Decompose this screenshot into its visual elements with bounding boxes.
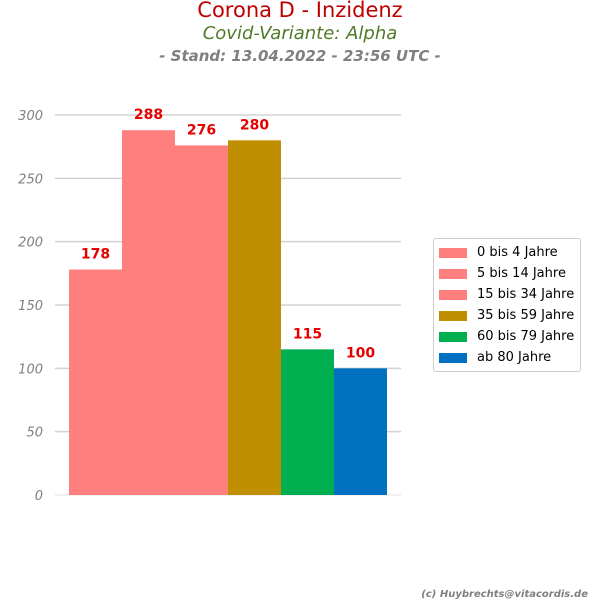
legend-label-2: 5 bis 14 Jahre	[477, 266, 566, 281]
y-tick-label-250: 250	[18, 172, 43, 187]
legend-item-2: 5 bis 14 Jahre	[439, 263, 574, 284]
bar-value-label-3: 276	[187, 122, 216, 138]
bar-value-label-2: 288	[134, 107, 163, 123]
legend-swatch-1	[439, 247, 467, 258]
bar-2	[122, 130, 175, 495]
bar-value-label-4: 280	[240, 117, 269, 133]
legend-item-4: 35 bis 59 Jahre	[439, 305, 574, 326]
y-tick-label-0: 0	[35, 489, 43, 504]
legend-label-6: ab 80 Jahre	[477, 350, 552, 365]
legend-item-5: 60 bis 79 Jahre	[439, 326, 574, 347]
chart-title: Corona D - Inzidenz	[197, 0, 403, 22]
legend-label-5: 60 bis 79 Jahre	[477, 329, 575, 344]
y-tick-label-300: 300	[18, 109, 43, 124]
legend-label-4: 35 bis 59 Jahre	[477, 308, 575, 323]
bar-value-label-1: 178	[81, 247, 110, 263]
copyright-credit: (c) Huybrechts@vitacordis.de	[421, 589, 588, 600]
legend-swatch-2	[439, 268, 467, 279]
bar-value-label-6: 100	[346, 345, 375, 361]
y-tick-label-150: 150	[18, 299, 43, 314]
y-tick-label-200: 200	[18, 236, 43, 251]
bar-1	[69, 269, 122, 495]
y-tick-label-50: 50	[26, 426, 43, 441]
chart-legend: 0 bis 4 Jahre 5 bis 14 Jahre 15 bis 34 Jah…	[433, 238, 582, 372]
chart-timestamp: - Stand: 13.04.2022 - 23:56 UTC -	[159, 47, 441, 65]
legend-swatch-3	[439, 289, 467, 300]
bar-5	[281, 349, 334, 495]
legend-item-1: 0 bis 4 Jahre	[439, 242, 574, 263]
y-tick-label-100: 100	[18, 362, 43, 377]
bar-value-label-5: 115	[293, 326, 322, 342]
bar-4	[228, 140, 281, 496]
legend-item-6: ab 80 Jahre	[439, 347, 574, 368]
legend-item-3: 15 bis 34 Jahre	[439, 284, 574, 305]
legend-swatch-6	[439, 352, 467, 363]
legend-label-1: 0 bis 4 Jahre	[477, 245, 558, 260]
legend-swatch-4	[439, 310, 467, 321]
legend-label-3: 15 bis 34 Jahre	[477, 287, 575, 302]
legend-swatch-5	[439, 331, 467, 342]
chart-subtitle: Covid-Variante: Alpha	[202, 23, 398, 44]
bar-3	[175, 145, 228, 495]
bar-6	[334, 368, 387, 495]
